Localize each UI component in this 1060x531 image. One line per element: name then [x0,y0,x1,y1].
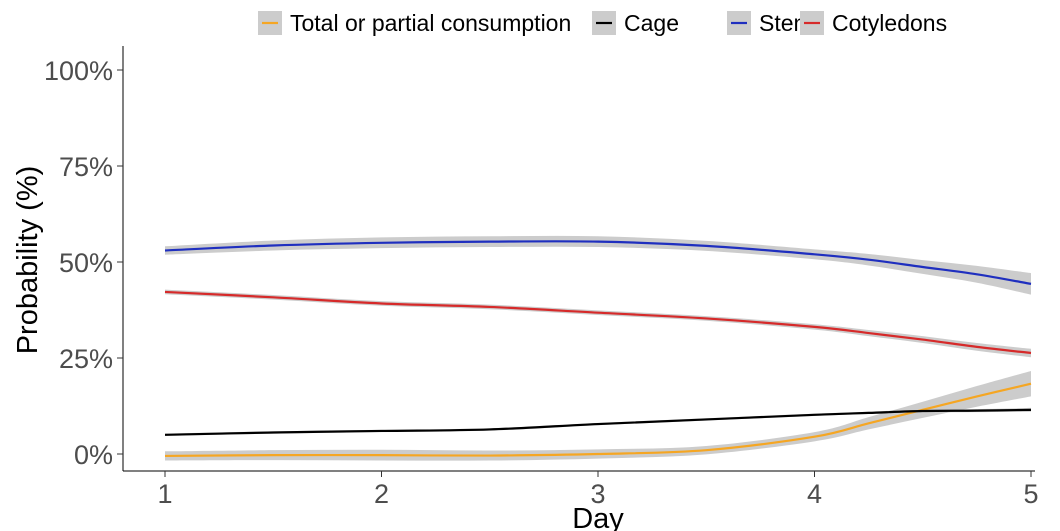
x-tick-label: 3 [590,479,605,509]
y-ticks: 0% 25% 50% 75% 100% [44,56,123,470]
x-ticks: 1 2 3 4 5 [157,471,1039,509]
x-tick-label: 4 [807,479,822,509]
x-tick-label: 2 [374,479,389,509]
y-tick-label: 50% [59,248,113,278]
series-lines [164,240,1032,458]
y-axis-title: Probability (%) [12,166,44,355]
series-line-1 [164,408,1032,436]
confidence-band-3 [165,289,1031,358]
y-tick-label: 100% [44,56,113,86]
y-tick-label: 0% [74,440,113,470]
legend-label: Total or partial consumption [290,10,571,36]
confidence-band-2 [165,235,1031,295]
legend-label: Cage [624,10,679,36]
x-axis-title: Day [572,503,624,531]
series-line-3 [164,290,1032,355]
y-tick-label: 25% [59,344,113,374]
confidence-band-0 [165,371,1031,461]
series-line-0 [164,382,1032,458]
confidence-bands [165,235,1031,461]
legend: Total or partial consumption Cage Stem Coty… [258,10,947,36]
y-tick-label: 75% [59,152,113,182]
series-line-2 [164,240,1032,285]
x-tick-label: 5 [1023,479,1038,509]
legend-label: Cotyledons [832,10,947,36]
x-tick-label: 1 [157,479,172,509]
